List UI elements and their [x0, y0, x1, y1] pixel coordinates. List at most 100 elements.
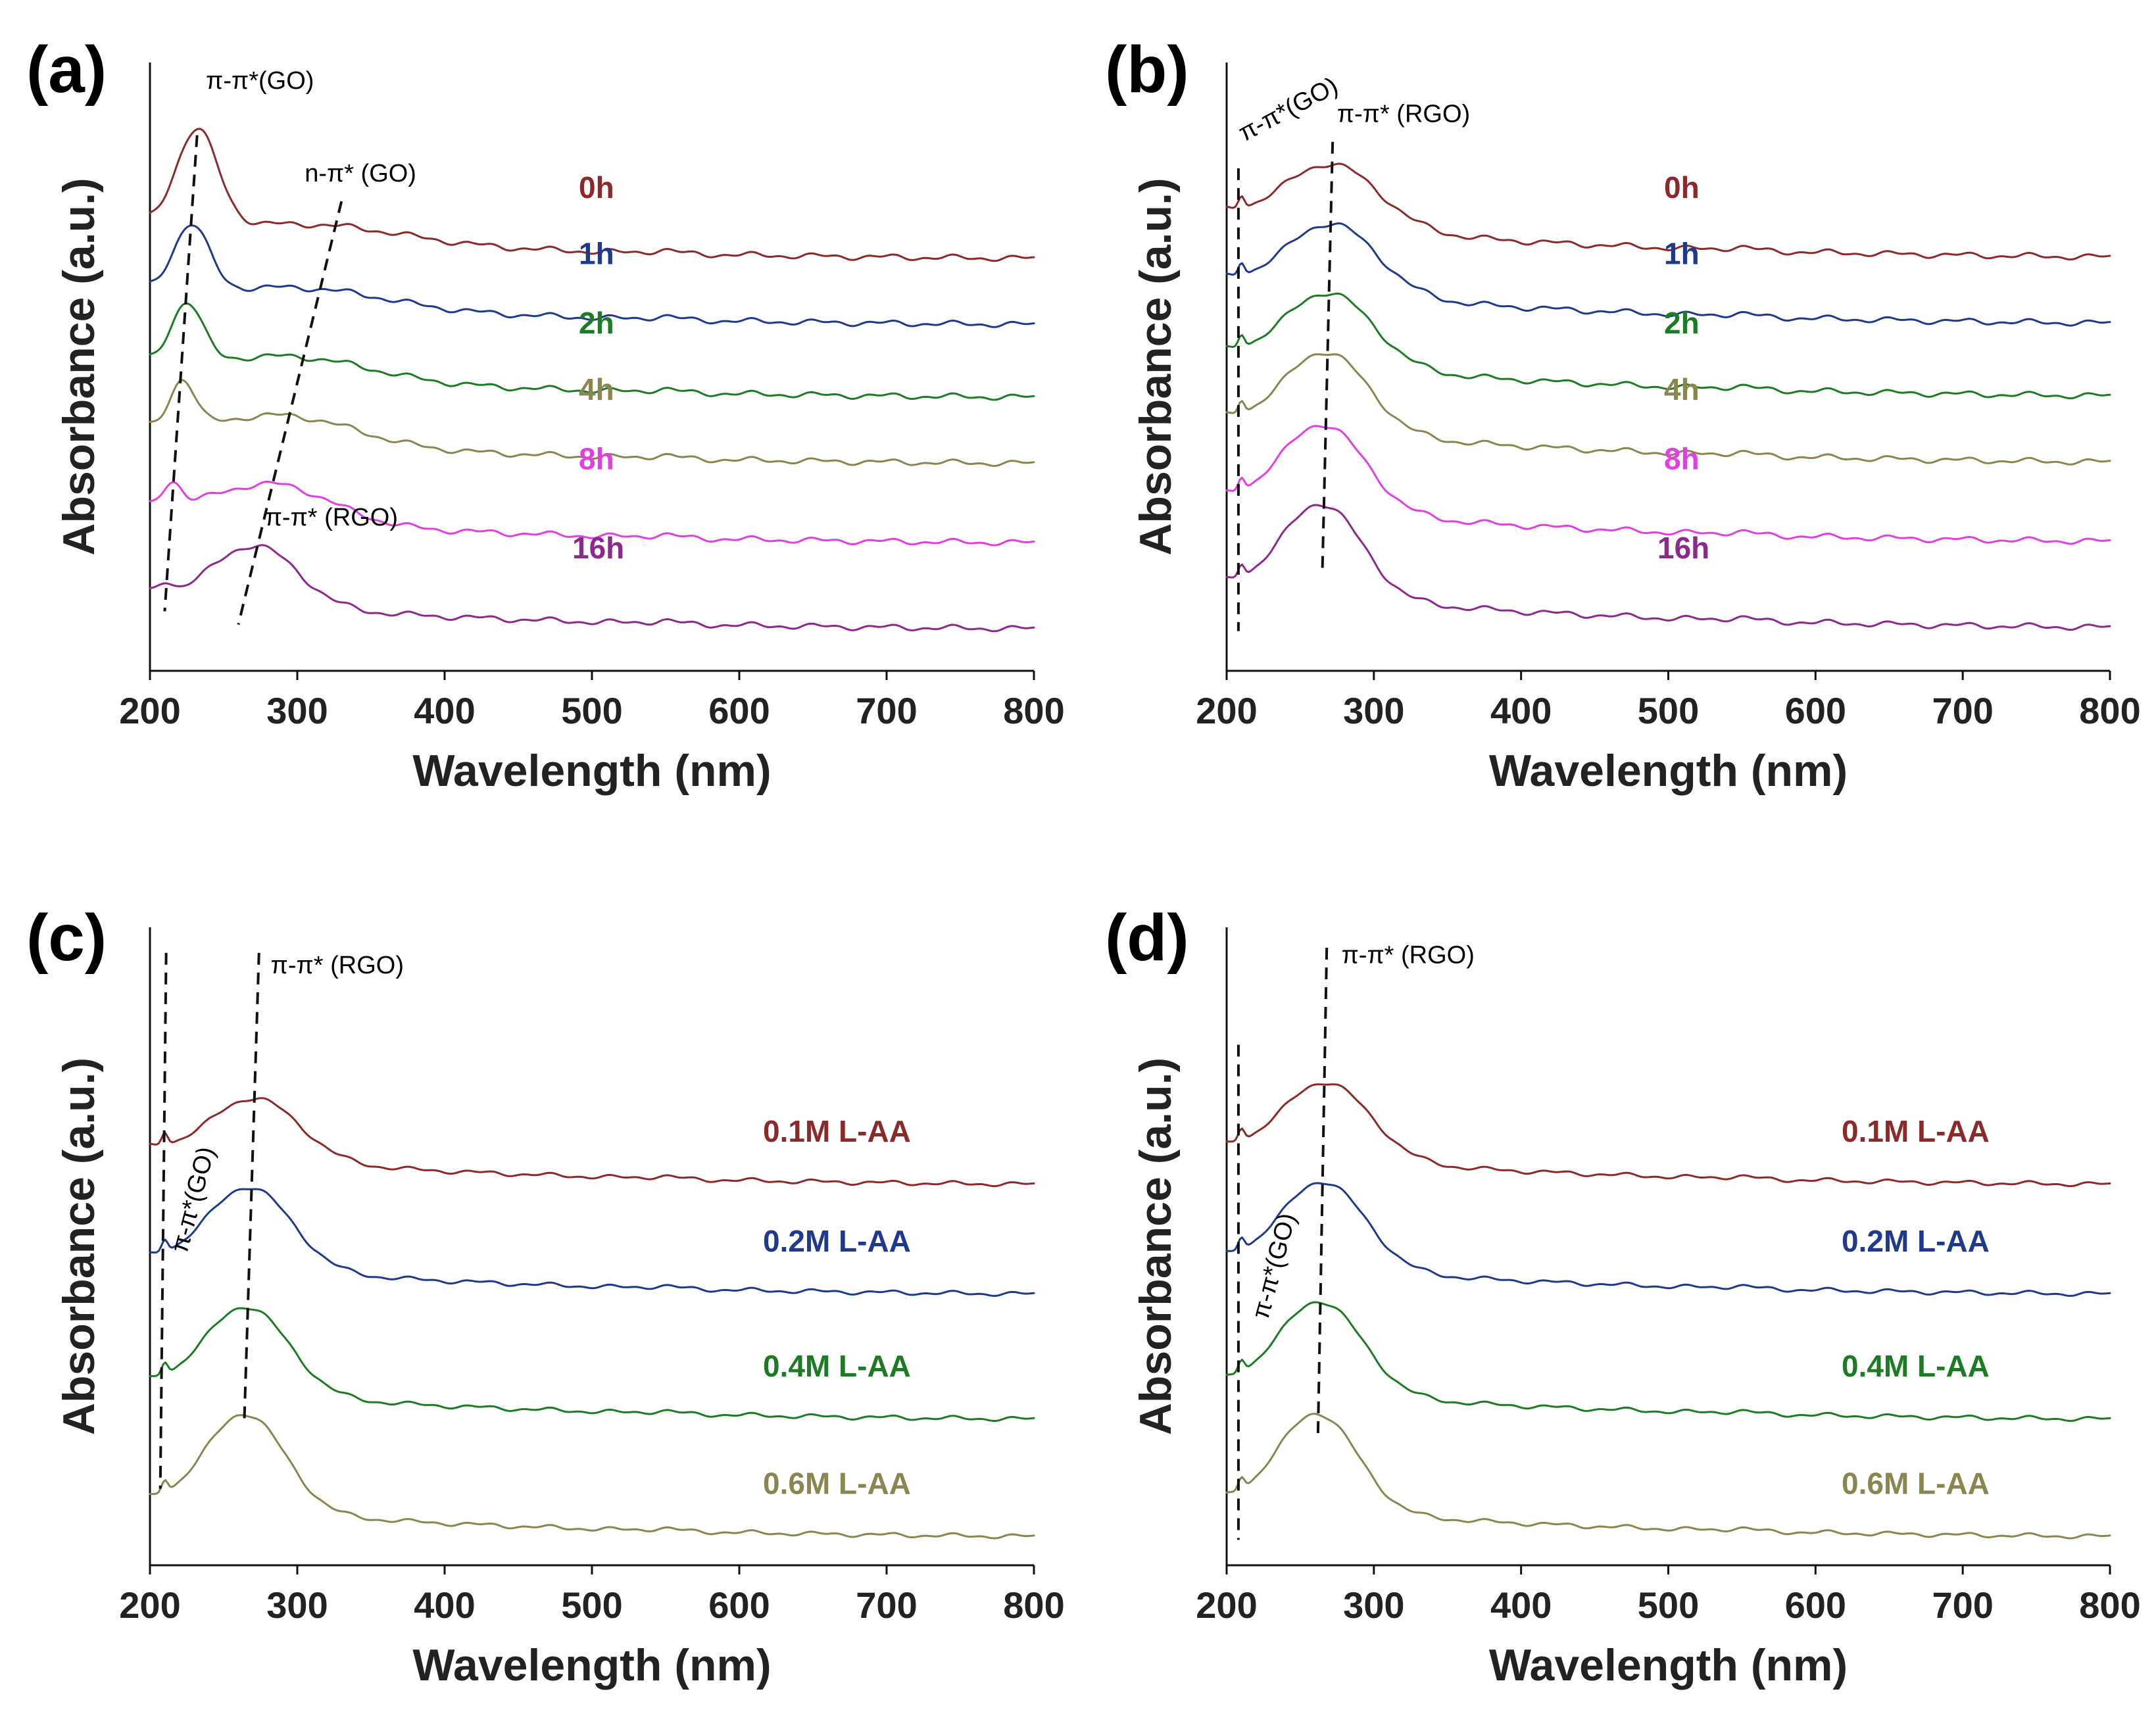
series-label-1: 1h	[579, 237, 614, 271]
series-label-2: 2h	[579, 306, 614, 340]
guide-line-0	[163, 135, 199, 612]
x-axis-title: Wavelength (nm)	[412, 1640, 771, 1690]
x-tick-label: 800	[1003, 690, 1064, 731]
series-label-0: 0.1M L-AA	[763, 1114, 911, 1148]
annotation-0: π-π* (RGO)	[1342, 941, 1475, 969]
panel-label: (d)	[1105, 901, 1189, 975]
chart-panel-3: (d) 200 300 400 500 600 700 800 Wavelength (nm) A…	[1105, 901, 2141, 1690]
annotation-2: π-π* (RGO)	[265, 504, 398, 531]
x-tick-label: 700	[1932, 1584, 1993, 1626]
series-line-0	[149, 128, 1035, 262]
series-line-0	[1225, 1083, 2111, 1188]
series-line-2	[149, 1307, 1035, 1423]
series-line-5	[149, 544, 1035, 633]
series-label-0: 0h	[579, 170, 614, 205]
series-label-3: 4h	[1664, 372, 1700, 406]
annotation-1: π-π*(GO)	[1247, 1210, 1302, 1322]
y-axis-title: Absorbance (a.u.)	[1131, 178, 1181, 555]
series-label-2: 2h	[1664, 306, 1700, 340]
x-tick-label: 700	[856, 1584, 917, 1626]
guide-line-1	[1321, 141, 1335, 572]
series-line-5	[1225, 504, 2111, 631]
x-tick-label: 600	[1785, 690, 1846, 731]
x-tick-label: 600	[1785, 1584, 1846, 1626]
annotation-1: π-π* (RGO)	[1337, 100, 1470, 128]
series-label-4: 8h	[579, 441, 614, 475]
series-label-5: 16h	[1657, 531, 1709, 565]
x-tick-label: 800	[2079, 690, 2140, 731]
x-tick-label: 500	[561, 690, 622, 731]
x-axis-title: Wavelength (nm)	[1489, 746, 1848, 796]
x-tick-label: 200	[1196, 690, 1257, 731]
series-line-2	[149, 302, 1035, 401]
annotation-0: π-π* (RGO)	[271, 952, 404, 979]
annotation-0: π-π*(GO)	[206, 67, 314, 95]
annotation-0: π-π*(GO)	[1234, 72, 1342, 147]
x-tick-label: 300	[1343, 1584, 1404, 1626]
x-tick-label: 200	[119, 690, 180, 731]
guide-line-1	[243, 952, 260, 1423]
series-label-1: 0.2M L-AA	[1842, 1224, 1990, 1258]
x-tick-label: 600	[708, 1584, 770, 1626]
series-label-0: 0h	[1664, 170, 1700, 205]
annotation-1: π-π*(GO)	[166, 1144, 220, 1256]
series-label-5: 16h	[572, 531, 624, 565]
series-label-2: 0.4M L-AA	[763, 1349, 911, 1383]
y-axis-title: Absorbance (a.u.)	[54, 1058, 104, 1435]
x-tick-label: 300	[266, 1584, 328, 1626]
x-tick-label: 400	[1490, 1584, 1552, 1626]
x-tick-label: 600	[708, 690, 770, 731]
series-line-2	[1225, 1301, 2111, 1423]
series-label-4: 8h	[1664, 441, 1700, 475]
chart-panel-0: (a) 200 300 400 500 600 700 800 Wavelength (nm) A…	[26, 33, 1065, 796]
x-tick-label: 500	[1638, 690, 1699, 731]
series-line-1	[1225, 1182, 2111, 1297]
series-line-4	[1225, 425, 2111, 545]
x-tick-label: 400	[414, 690, 475, 731]
series-label-3: 4h	[579, 372, 614, 406]
chart-panel-1: (b) 200 300 400 500 600 700 800 Wavelength (nm) A…	[1105, 33, 2141, 796]
x-tick-label: 300	[266, 690, 328, 731]
x-axis-title: Wavelength (nm)	[1489, 1640, 1848, 1690]
series-line-0	[149, 1097, 1035, 1188]
x-tick-label: 400	[1490, 690, 1552, 731]
y-axis-title: Absorbance (a.u.)	[54, 178, 104, 555]
series-line-1	[1225, 222, 2111, 327]
series-label-3: 0.6M L-AA	[763, 1466, 911, 1500]
series-line-1	[149, 224, 1035, 328]
x-tick-label: 300	[1343, 690, 1404, 731]
series-label-2: 0.4M L-AA	[1842, 1349, 1990, 1383]
guide-line-0	[159, 952, 168, 1489]
x-tick-label: 400	[414, 1584, 475, 1626]
y-axis-title: Absorbance (a.u.)	[1131, 1058, 1181, 1435]
x-axis-title: Wavelength (nm)	[412, 746, 771, 796]
series-label-1: 0.2M L-AA	[763, 1224, 911, 1258]
chart-panel-2: (c) 200 300 400 500 600 700 800 Wavelength (nm) A…	[26, 901, 1065, 1690]
x-tick-label: 800	[2079, 1584, 2140, 1626]
series-line-2	[1225, 292, 2111, 400]
series-line-3	[149, 1414, 1035, 1540]
x-tick-label: 500	[1638, 1584, 1699, 1626]
series-line-3	[149, 379, 1035, 467]
x-tick-label: 700	[1932, 690, 1993, 731]
series-label-1: 1h	[1664, 237, 1700, 271]
series-line-3	[1225, 353, 2111, 466]
guide-line-1	[237, 201, 343, 625]
panel-label: (a)	[26, 33, 107, 107]
x-tick-label: 500	[561, 1584, 622, 1626]
x-tick-label: 800	[1003, 1584, 1064, 1626]
annotation-1: n-π* (GO)	[305, 160, 416, 187]
series-label-3: 0.6M L-AA	[1842, 1466, 1990, 1500]
series-line-4	[149, 480, 1035, 547]
guide-line-1	[1316, 948, 1329, 1438]
x-tick-label: 700	[856, 690, 917, 731]
series-line-0	[1225, 162, 2111, 261]
x-tick-label: 200	[119, 1584, 180, 1626]
series-label-0: 0.1M L-AA	[1842, 1114, 1990, 1148]
x-tick-label: 200	[1196, 1584, 1257, 1626]
series-line-3	[1225, 1413, 2111, 1540]
panel-label: (c)	[26, 901, 107, 975]
series-line-1	[149, 1188, 1035, 1297]
panel-label: (b)	[1105, 33, 1189, 107]
